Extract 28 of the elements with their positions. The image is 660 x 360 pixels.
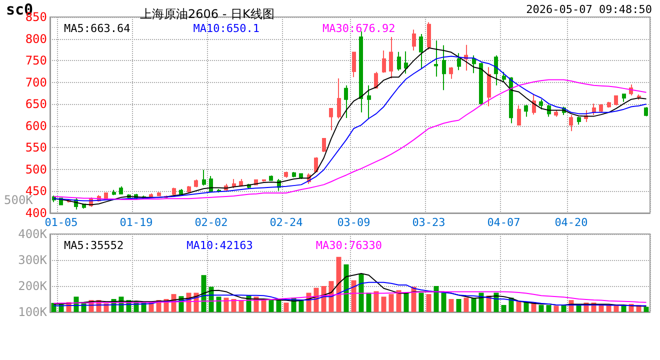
y-tick-label: 800 bbox=[25, 32, 47, 46]
text: MA10:650.1 bbox=[193, 22, 260, 35]
y-tick-label: 200K bbox=[18, 279, 48, 293]
y-tick-label: 400K bbox=[18, 227, 48, 241]
chart-title: 上海原油2606 - 日K线图 bbox=[140, 7, 274, 21]
y-tick-label: 500 bbox=[25, 162, 47, 176]
y-tick-label: 400 bbox=[25, 206, 47, 220]
y-tick-label: 750 bbox=[25, 54, 47, 68]
y-tick-label: 700 bbox=[25, 75, 47, 90]
x-tick-label: 01-19 bbox=[120, 216, 153, 229]
y-tick-label: 300K bbox=[18, 253, 48, 267]
x-tick-label: 03-23 bbox=[412, 216, 446, 229]
y-tick-label: 100K bbox=[18, 305, 48, 319]
y-tick-label: 650 bbox=[25, 97, 47, 112]
text: MA5:35552 bbox=[64, 239, 124, 252]
text: MA30:76330 bbox=[316, 239, 382, 252]
text: MA30:676.92 bbox=[322, 22, 396, 35]
x-tick-label: 04-20 bbox=[554, 216, 588, 229]
x-tick-label: 01-05 bbox=[44, 216, 78, 229]
y-tick-label: 550 bbox=[25, 140, 47, 155]
x-tick-label: 03-09 bbox=[337, 216, 370, 229]
y-tick-label: 600 bbox=[25, 118, 47, 133]
x-tick-label: 02-24 bbox=[270, 216, 304, 229]
text: MA5:663.64 bbox=[64, 22, 131, 35]
x-tick-label: 02-02 bbox=[194, 216, 228, 229]
text: MA10:42163 bbox=[186, 239, 253, 252]
x-tick-label: 04-07 bbox=[487, 216, 520, 229]
text: 2026-05-07 09:48:50 bbox=[526, 3, 652, 16]
